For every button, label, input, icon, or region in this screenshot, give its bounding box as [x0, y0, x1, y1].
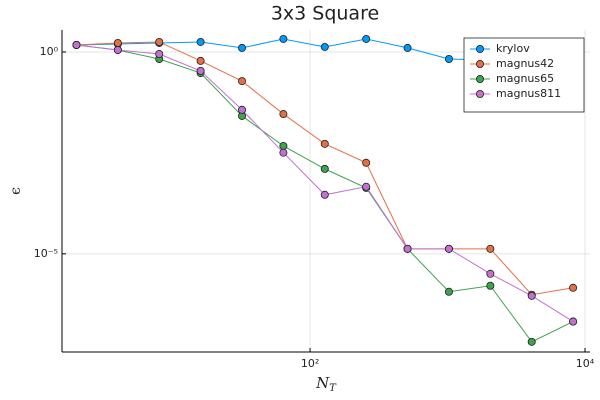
x-axis-label: NT — [315, 374, 337, 394]
x-tick-label: 10⁴ — [576, 357, 595, 370]
data-point — [486, 244, 495, 253]
data-point — [444, 287, 453, 296]
data-point — [320, 190, 329, 199]
data-point — [196, 37, 205, 46]
data-point — [362, 182, 371, 191]
data-point — [196, 56, 205, 65]
data-point — [155, 37, 164, 46]
data-point — [403, 244, 412, 253]
legend-marker — [475, 75, 484, 84]
data-point — [279, 148, 288, 157]
data-point — [320, 164, 329, 173]
chart-title: 3x3 Square — [271, 3, 379, 25]
data-point — [569, 283, 578, 292]
legend-label: magnus42 — [496, 57, 554, 70]
legend-label: magnus65 — [496, 72, 554, 85]
data-point — [155, 50, 164, 59]
data-point — [196, 66, 205, 75]
legend-label: magnus811 — [496, 87, 561, 100]
data-point — [238, 77, 247, 86]
data-point — [238, 105, 247, 114]
data-point — [569, 317, 578, 326]
legend-marker — [475, 45, 484, 54]
data-point — [279, 110, 288, 119]
x-tick-label: 10² — [301, 357, 319, 370]
data-point — [320, 42, 329, 51]
legend-marker — [475, 90, 484, 99]
data-point — [362, 158, 371, 167]
data-point — [113, 38, 122, 47]
data-point — [486, 281, 495, 290]
data-point — [113, 45, 122, 54]
data-point — [444, 244, 453, 253]
data-point — [238, 43, 247, 52]
data-point — [320, 139, 329, 148]
legend-marker — [475, 60, 484, 69]
legend-label: krylov — [496, 42, 530, 55]
data-point — [279, 34, 288, 43]
data-point — [444, 54, 453, 63]
data-point — [527, 291, 536, 300]
data-point — [403, 43, 412, 52]
data-point — [362, 34, 371, 43]
legend-box — [463, 37, 585, 113]
data-point — [72, 40, 81, 49]
y-axis-label: ϵ — [8, 187, 24, 195]
data-point — [279, 141, 288, 150]
y-tick-label: 10⁻⁵ — [34, 247, 58, 260]
y-tick-label: 10⁰ — [40, 45, 59, 58]
data-point — [486, 269, 495, 278]
data-point — [527, 337, 536, 346]
